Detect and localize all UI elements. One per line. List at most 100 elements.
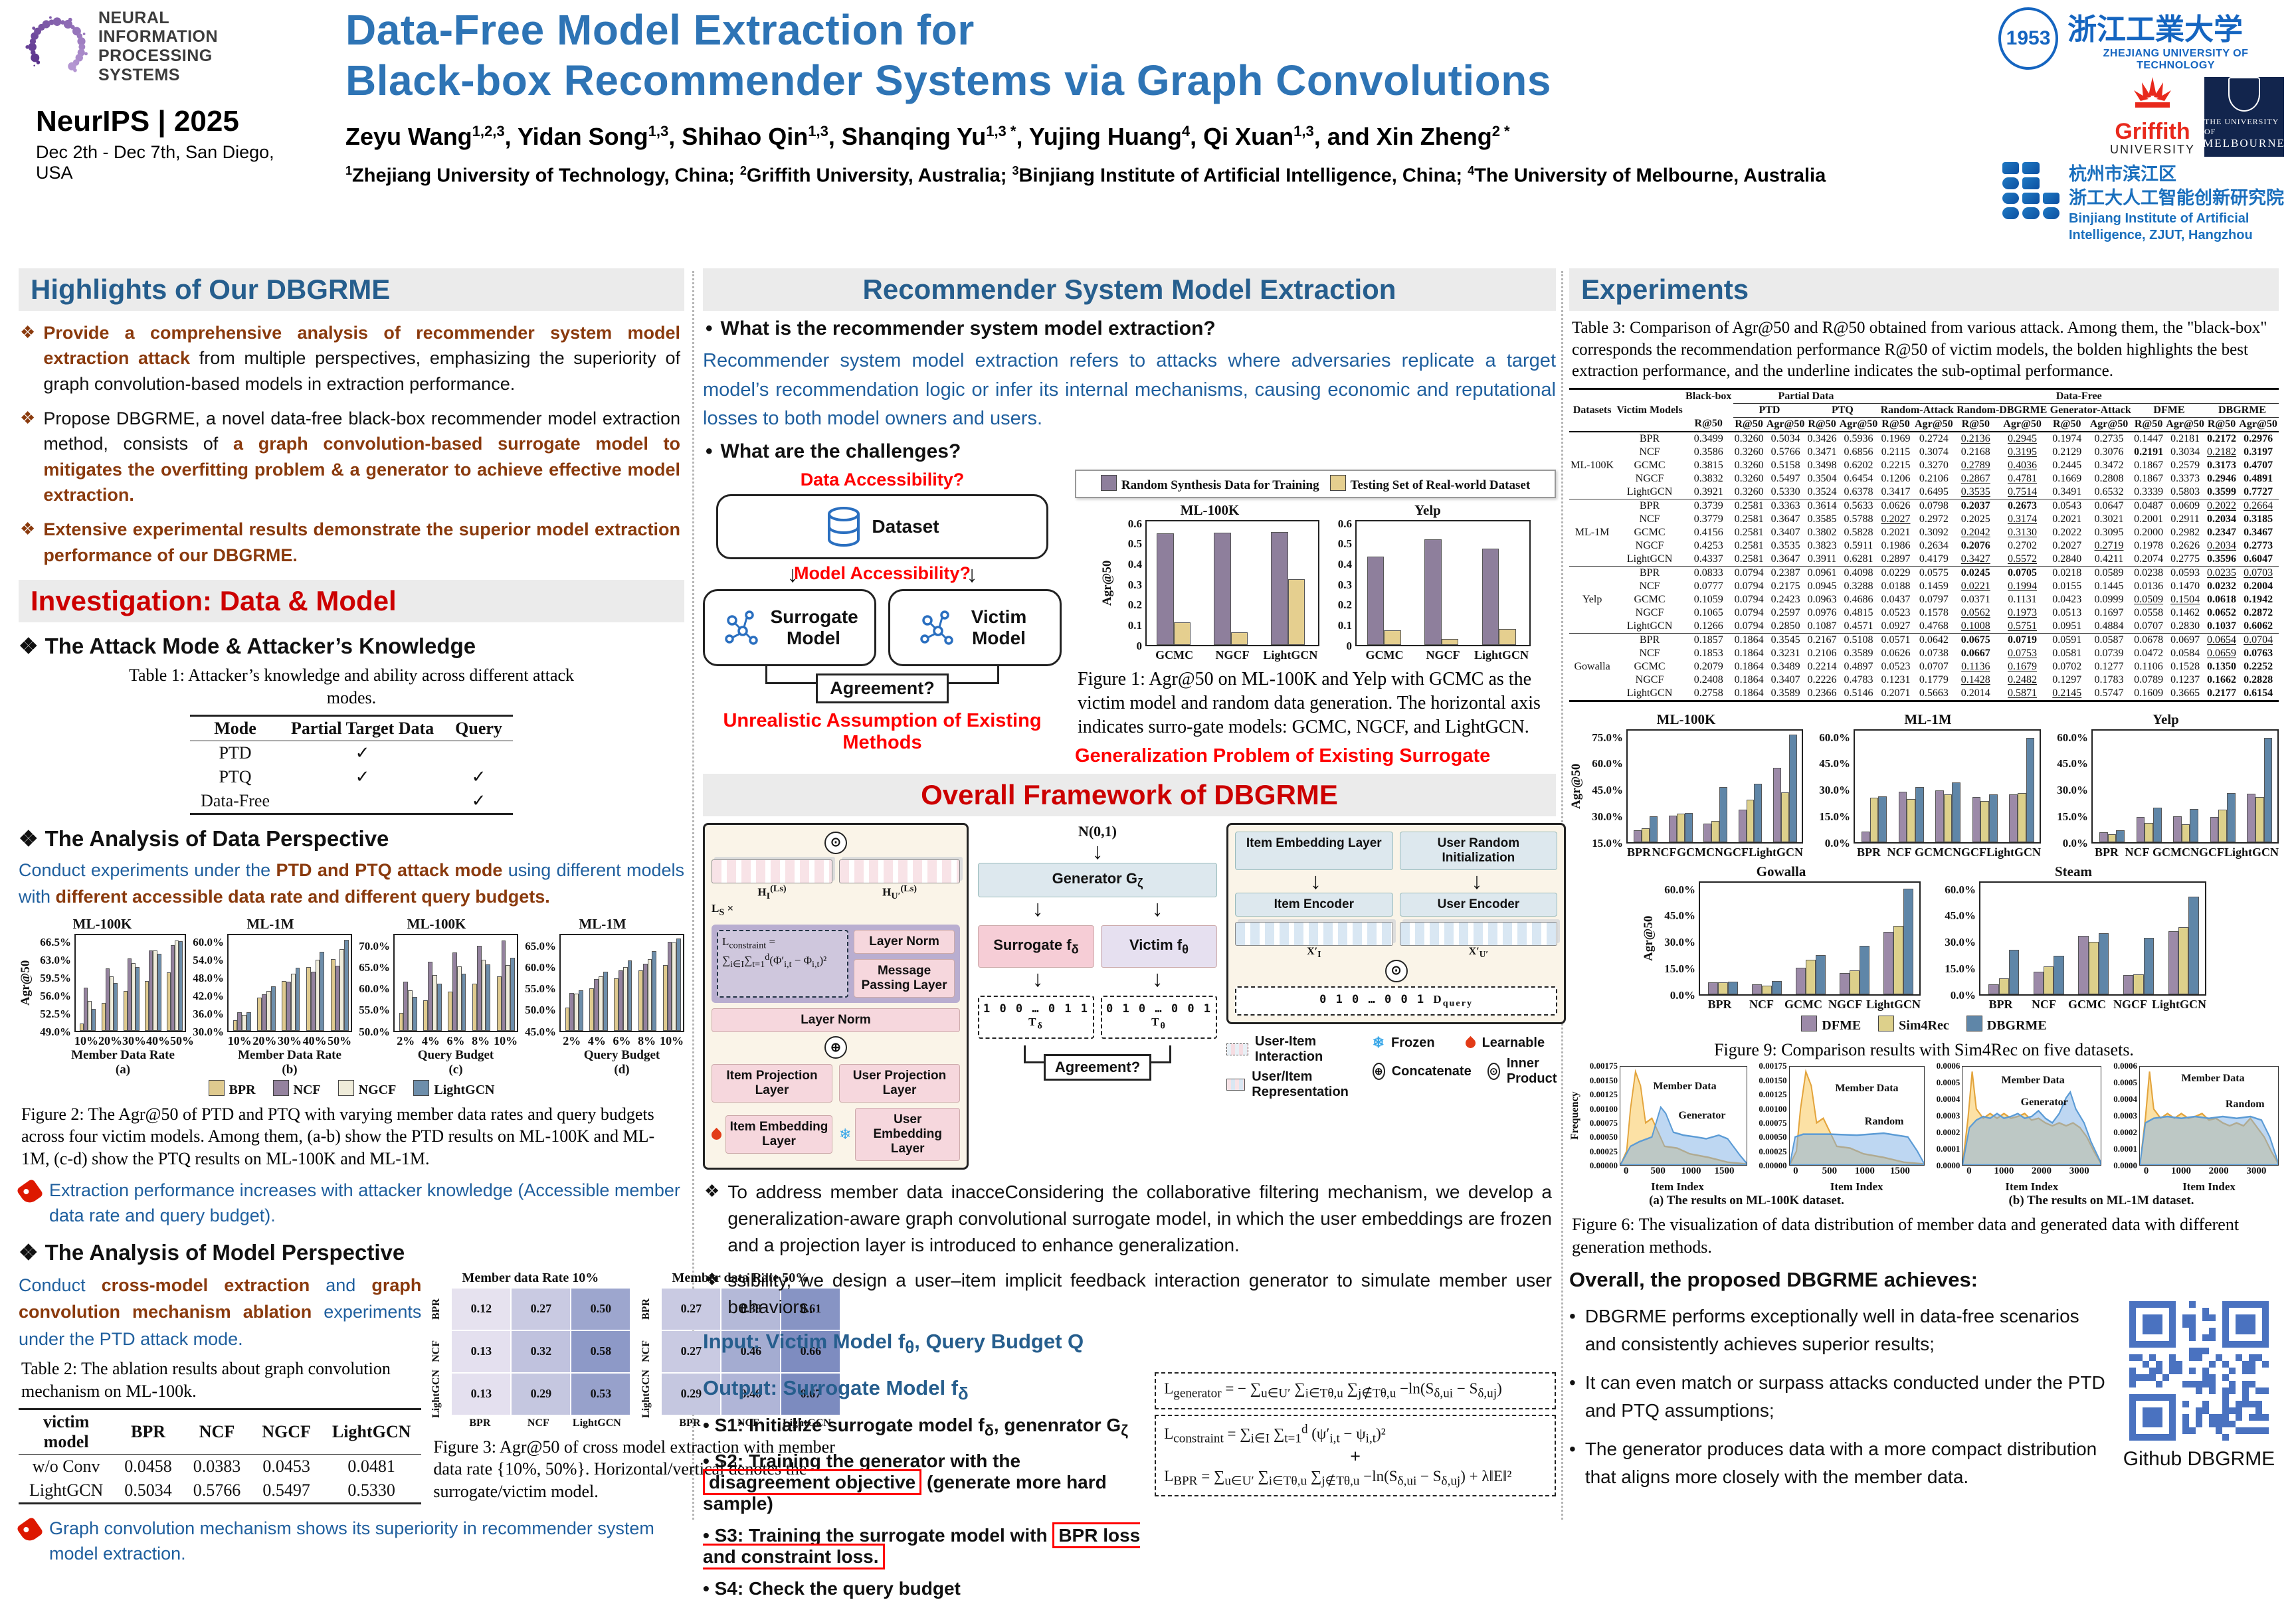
diamond-icon: ❖ xyxy=(19,1239,39,1265)
generator-loss-formula: Lgenerator = − ∑u∈U′ ∑i∈Tθ,u ∑j∉Tθ,u −ln… xyxy=(1155,1372,1556,1409)
section-investigation-title: Investigation: Data & Model xyxy=(19,579,684,622)
surrogate-internals-panel: ⊙ HI(Ls) HU′(Ls) LS × Lconstraint = ∑i∈I… xyxy=(703,822,969,1170)
bar xyxy=(237,1012,242,1031)
figure9-yelp-chart: Yelp 60.0% 45.0% 30.0% 15.0% 0.0% BPR NCF GCMC NG… xyxy=(2053,711,2279,859)
bar xyxy=(171,945,175,1031)
model-accessibility-label: Model Accessibility? xyxy=(793,563,971,583)
table3: Datasets Victim Models Black-box Partial Da… xyxy=(1569,388,2279,702)
user-embedding-box: User Embedding Layer xyxy=(855,1108,960,1162)
y-axis: 60.0% 45.0% 30.0% 15.0% 0.0% xyxy=(1819,731,1850,850)
bar xyxy=(242,1014,247,1031)
legend-item: DBGRME xyxy=(1966,1015,2047,1033)
user-projection-box: User Projection Layer xyxy=(839,1064,960,1103)
heatmap-cell: 0.29 xyxy=(662,1373,721,1415)
heatmap-col-label: LightGCN xyxy=(782,1417,831,1429)
x-axis: GCMC NGCF LightGCN xyxy=(1155,648,1318,662)
bar xyxy=(2218,810,2228,842)
bar xyxy=(1751,984,1762,994)
chart-title: Gowalla xyxy=(1756,863,1806,879)
griffith-logo-icon xyxy=(2133,77,2171,108)
bar xyxy=(676,939,682,1031)
bar xyxy=(1738,810,1747,842)
chart-title: ML-100K xyxy=(407,915,466,932)
bar xyxy=(2136,816,2145,842)
down-arrow: ↓ xyxy=(966,561,978,587)
bar xyxy=(436,983,442,1031)
down-arrow: ↓ xyxy=(787,561,799,587)
frozen-icon: ❄ xyxy=(839,1126,852,1143)
down-arrow: ↓ xyxy=(1032,896,1044,922)
figure3-caption: Figure 3: Agr@50 of cross model extracti… xyxy=(433,1437,835,1502)
database-icon xyxy=(828,506,860,547)
legend-item: NCF xyxy=(272,1079,321,1098)
bar xyxy=(2018,793,2026,842)
x-axis: 10% 20% 30% 40% 50% xyxy=(227,1033,352,1047)
legend-item: Testing Set of Real-world Dataset xyxy=(1329,474,1530,493)
ls-label: LS × xyxy=(712,901,734,918)
bar xyxy=(496,976,502,1031)
legend-item: Sim4Rec xyxy=(1878,1015,1949,1033)
figure9-ml100k-chart: ML-100K Agr@50 75.0% 60.0% 45.0% 30.0% 15.0% BP… xyxy=(1569,711,1803,859)
bar xyxy=(1869,797,1879,842)
plot-area xyxy=(1626,729,1803,844)
plot-area xyxy=(1699,881,1921,996)
heatmap-cell: 0.67 xyxy=(781,1373,840,1415)
bar xyxy=(1214,532,1231,645)
bar xyxy=(638,970,643,1031)
heatmap-cell: 0.66 xyxy=(781,1330,840,1372)
zjut-seal-icon: 1953 xyxy=(1998,7,2059,70)
bar xyxy=(286,982,291,1031)
plot-area: Member Data Generator xyxy=(1619,1066,1747,1166)
figure6d-density: 0.0006 0.0005 0.0004 0.0003 0.0002 0.0001 0.00… xyxy=(2105,1061,2279,1194)
bar xyxy=(1754,783,1763,842)
bar xyxy=(167,972,171,1031)
annotation: Random xyxy=(2225,1098,2265,1110)
bar xyxy=(113,982,118,1031)
melbourne-logo: THE UNIVERSITY OF MELBOURNE xyxy=(2203,77,2284,157)
bar xyxy=(1849,970,1860,994)
section-highlights-title: Highlights of Our DBGRME xyxy=(19,268,684,311)
disagreement-objective-highlight: disagreement objective xyxy=(703,1469,922,1495)
heatmap-cell: 0.12 xyxy=(452,1288,511,1330)
bar xyxy=(88,1000,92,1031)
bar xyxy=(1384,630,1401,645)
bar xyxy=(2026,738,2035,842)
legend-item: NGCF xyxy=(337,1079,396,1098)
bar xyxy=(1717,982,1728,994)
bar xyxy=(627,960,632,1031)
item-feature-stack xyxy=(1235,921,1393,946)
figure3-heatmap-50: Member data Rate 50% BPR 0.27 0.38 0.61 NCF 0.… xyxy=(640,1271,840,1429)
chart-title: Yelp xyxy=(1414,501,1441,518)
finding-data: Extraction performance increases with at… xyxy=(16,1178,683,1229)
learnable-icon xyxy=(1463,1035,1478,1050)
bar xyxy=(270,986,276,1031)
graph-network-icon xyxy=(724,610,758,645)
y-axis-label: Frequency xyxy=(1569,1092,1580,1140)
x-axis: BPR NCF GCMC NGCF LightGCN xyxy=(1627,845,1804,859)
figure2a-chart: ML-100K Agr@50 66.5% 63.0% 59.5% 56.0% 52.5% 49… xyxy=(19,915,194,1077)
bar xyxy=(1727,982,1738,994)
bar xyxy=(2188,897,2199,994)
annotation: Member Data xyxy=(2181,1073,2245,1085)
bar xyxy=(1703,823,1712,842)
bar xyxy=(1499,629,1516,645)
bar xyxy=(1989,794,1998,842)
bar xyxy=(1650,816,1658,842)
bar xyxy=(179,940,183,1031)
bar xyxy=(2173,816,2182,842)
y-axis: 0.6 0.5 0.4 0.3 0.2 0.1 0 xyxy=(1337,517,1352,652)
bar xyxy=(262,994,267,1031)
item-embedding-layer-box: Item Embedding Layer xyxy=(1235,831,1393,870)
diamond-icon: ❖ xyxy=(20,407,36,428)
xi-label: X′I xyxy=(1307,945,1321,959)
plot-area: Member Data Random xyxy=(2139,1066,2279,1166)
framework-diagram: ⊙ HI(Ls) HU′(Ls) LS × Lconstraint = ∑i∈I… xyxy=(703,822,1567,1170)
warning-unrealistic: Unrealistic Assumption of Existing Metho… xyxy=(723,709,1042,753)
bar xyxy=(1367,556,1385,645)
user-representation-stack xyxy=(839,859,960,883)
bar xyxy=(290,974,296,1031)
user-encoder-box: User Encoder xyxy=(1399,892,1558,917)
conclusion-bullet: • The generator produces data with a more… xyxy=(1569,1438,2097,1487)
bar xyxy=(1898,792,1907,842)
heatmap-cell: 0.50 xyxy=(571,1288,630,1330)
